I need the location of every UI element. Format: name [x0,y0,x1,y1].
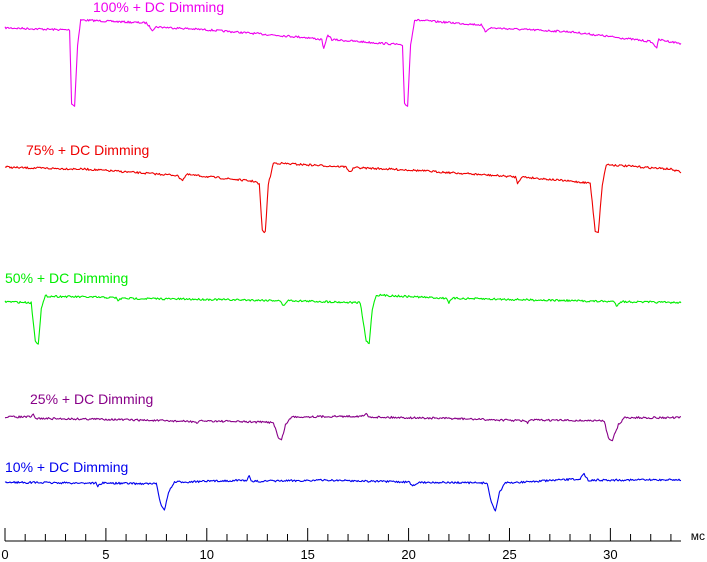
x-tick-label: 0 [1,547,8,562]
traces [4,18,682,512]
x-axis: 0 5 10 15 20 25 30 мс [1,528,705,562]
x-tick-label: 10 [200,547,214,562]
series-label-4: 25% + DC Dimming [30,391,153,407]
series-line-5 [4,472,682,512]
series-line-2 [4,161,682,234]
x-tick-label: 15 [300,547,314,562]
x-unit-label: мс [691,529,705,543]
series-label-3: 50% + DC Dimming [5,270,128,286]
series-label-5: 10% + DC Dimming [5,459,128,475]
x-ticks: 0 5 10 15 20 25 30 [1,528,672,562]
series-label-2: 75% + DC Dimming [26,142,149,158]
series-line-3 [4,293,682,345]
series-labels: 100% + DC Dimming 75% + DC Dimming 50% + D… [5,0,224,475]
x-tick-label: 20 [401,547,415,562]
x-tick-label: 5 [102,547,109,562]
series-line-1 [4,18,682,107]
x-tick-label: 25 [502,547,516,562]
x-tick-label: 30 [603,547,617,562]
series-label-1: 100% + DC Dimming [93,0,224,15]
series-line-4 [4,412,682,442]
